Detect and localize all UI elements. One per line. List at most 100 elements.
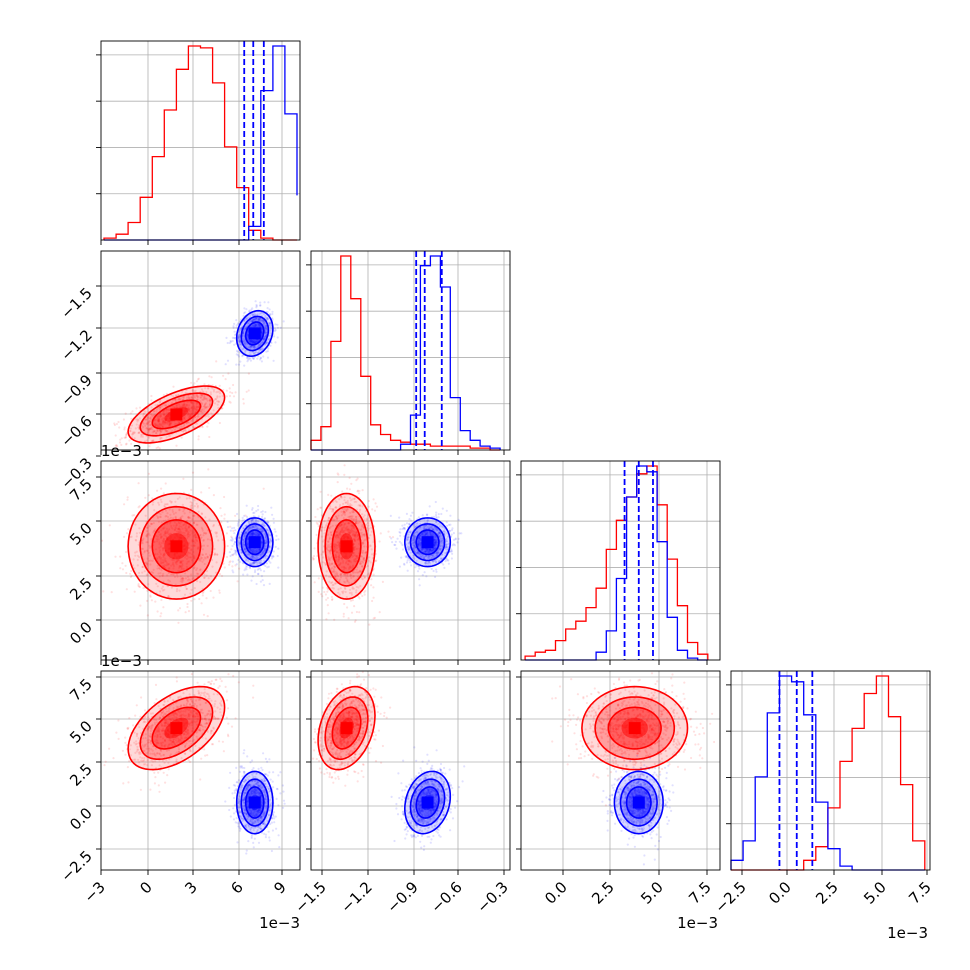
- sample-point: [241, 334, 244, 337]
- sample-point: [265, 554, 268, 557]
- sample-point: [145, 563, 148, 566]
- sample-point: [149, 423, 152, 426]
- sample-point: [246, 357, 249, 360]
- sample-point: [166, 408, 169, 411]
- sample-point: [159, 414, 162, 417]
- sample-point: [166, 421, 169, 424]
- sample-point: [253, 548, 256, 552]
- sample-point: [164, 530, 167, 534]
- sample-point: [193, 566, 196, 569]
- sample-point: [173, 420, 176, 423]
- sample-point: [161, 511, 164, 514]
- sample-point: [125, 443, 128, 446]
- sample-point: [130, 424, 134, 427]
- sample-point: [176, 404, 179, 407]
- sample-point: [169, 423, 172, 426]
- sample-point: [253, 511, 256, 514]
- sample-point: [190, 405, 194, 408]
- sample-point: [251, 531, 254, 534]
- sample-point: [251, 525, 254, 528]
- sample-point: [316, 508, 319, 511]
- sample-point: [190, 503, 193, 506]
- sample-point: [156, 424, 159, 427]
- sample-point: [189, 552, 192, 555]
- sample-point: [245, 531, 248, 534]
- sample-point: [255, 519, 258, 522]
- sample-point: [194, 536, 197, 539]
- sample-point: [253, 533, 256, 536]
- scatter-panel-2-1: [304, 464, 463, 626]
- sample-point: [102, 590, 105, 593]
- sample-point: [149, 559, 152, 562]
- sample-point: [272, 517, 275, 520]
- sample-point: [145, 422, 148, 425]
- sample-point: [116, 445, 119, 448]
- sample-point: [247, 526, 250, 529]
- sample-point: [168, 434, 172, 437]
- sample-point: [185, 554, 188, 557]
- sample-point: [220, 574, 224, 578]
- sample-point: [242, 534, 246, 537]
- sample-point: [232, 326, 235, 329]
- sample-point: [181, 559, 184, 563]
- sample-point: [160, 612, 163, 615]
- sample-point: [159, 415, 162, 418]
- sample-point: [156, 585, 159, 588]
- sample-point: [158, 555, 161, 558]
- sample-point: [261, 528, 264, 531]
- sample-point: [251, 518, 254, 522]
- sample-point: [190, 559, 194, 562]
- sample-point: [346, 487, 349, 490]
- sample-point: [201, 548, 205, 551]
- sample-point: [118, 441, 122, 444]
- sample-point: [251, 556, 254, 560]
- sample-point: [180, 520, 183, 524]
- sample-point: [156, 430, 160, 433]
- sample-point: [435, 511, 438, 514]
- sample-point: [358, 597, 361, 600]
- sample-point: [375, 559, 378, 562]
- sample-point: [201, 394, 204, 397]
- sample-point: [247, 537, 250, 540]
- sample-point: [243, 340, 246, 343]
- sample-point: [353, 605, 356, 608]
- sample-point: [179, 517, 182, 520]
- sample-point: [174, 511, 177, 514]
- sample-point: [223, 513, 226, 516]
- sample-point: [272, 555, 275, 558]
- sample-point: [251, 551, 254, 554]
- sample-point: [239, 360, 242, 363]
- sample-point: [190, 401, 193, 404]
- sample-point: [255, 317, 258, 320]
- sample-point: [256, 531, 259, 534]
- sample-point: [276, 326, 279, 329]
- sample-point: [184, 585, 187, 588]
- sample-point: [238, 334, 241, 337]
- sample-point: [163, 504, 166, 508]
- sample-point: [258, 324, 261, 327]
- sample-point: [178, 509, 181, 512]
- sample-point: [249, 340, 252, 343]
- sample-point: [201, 591, 204, 595]
- sample-point: [158, 567, 161, 571]
- density-contour: [244, 321, 265, 346]
- sample-point: [202, 558, 205, 561]
- sample-point: [277, 566, 280, 569]
- sample-point: [159, 437, 162, 440]
- sample-point: [159, 415, 162, 418]
- sample-point: [244, 351, 247, 354]
- sample-point: [135, 535, 138, 538]
- sample-point: [249, 359, 252, 362]
- sample-point: [304, 536, 306, 538]
- sample-point: [150, 439, 154, 443]
- sample-point: [239, 339, 242, 342]
- sample-point: [134, 551, 137, 554]
- sample-point: [268, 338, 271, 341]
- sample-point: [215, 531, 218, 534]
- sample-point: [225, 555, 229, 559]
- sample-point: [245, 564, 248, 567]
- sample-point: [171, 527, 174, 530]
- sample-point: [250, 308, 253, 311]
- sample-point: [248, 566, 251, 569]
- sample-point: [166, 422, 169, 425]
